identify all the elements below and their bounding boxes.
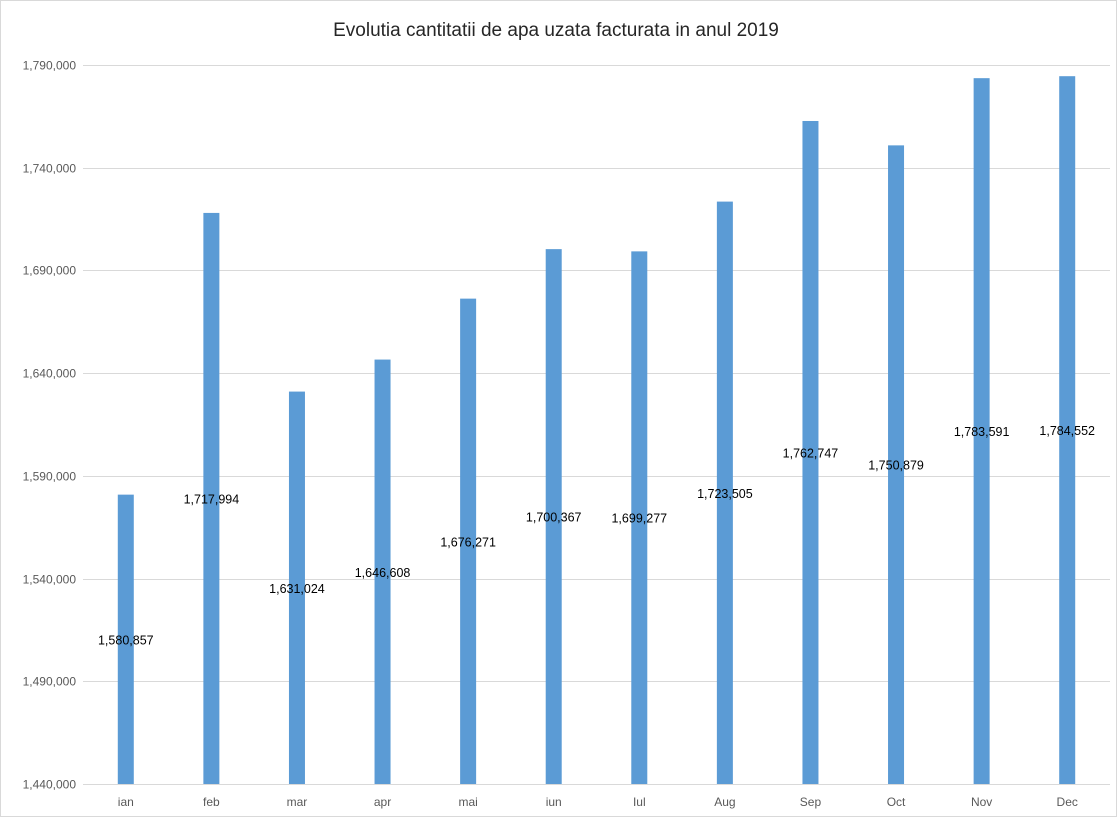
x-tick-label: Dec <box>1057 795 1078 809</box>
x-tick-label: feb <box>203 795 220 809</box>
x-tick-label: ian <box>118 795 134 809</box>
y-tick-label: 1,540,000 <box>23 573 77 587</box>
bar-iun <box>545 249 562 785</box>
data-label: 1,783,591 <box>954 425 1010 439</box>
x-axis-tick-labels: ian feb mar apr mai iun Iul Aug Sep Oct Nov Dec <box>118 795 1078 809</box>
bar-iul <box>631 251 648 784</box>
data-label: 1,631,024 <box>269 582 325 596</box>
x-tick-label: Nov <box>971 795 992 809</box>
bar-aug <box>716 201 733 784</box>
data-label: 1,784,552 <box>1039 424 1095 438</box>
bar-mai <box>460 298 477 784</box>
y-tick-label: 1,440,000 <box>23 778 77 792</box>
data-label: 1,700,367 <box>526 511 582 525</box>
data-label: 1,646,608 <box>355 566 411 580</box>
y-tick-label: 1,490,000 <box>23 675 77 689</box>
bar-ian <box>117 494 134 784</box>
chart-title: Evolutia cantitatii de apa uzata factura… <box>333 20 779 41</box>
data-labels: 1,580,857 1,717,994 1,631,024 1,646,608 1,67… <box>98 424 1095 647</box>
bar-mar <box>288 391 305 784</box>
y-tick-label: 1,640,000 <box>23 367 77 381</box>
gridlines <box>83 65 1110 785</box>
x-tick-label: Iul <box>633 795 646 809</box>
y-tick-label: 1,740,000 <box>23 162 77 176</box>
x-tick-label: iun <box>546 795 562 809</box>
data-label: 1,699,277 <box>611 512 667 526</box>
bar-oct <box>888 145 905 784</box>
bar-feb <box>203 212 220 784</box>
data-label: 1,750,879 <box>868 459 924 473</box>
data-label: 1,762,747 <box>783 446 839 460</box>
bar-nov <box>973 78 990 785</box>
y-axis-tick-labels: 1,440,000 1,490,000 1,540,000 1,590,000 1,64… <box>23 59 77 792</box>
x-tick-label: apr <box>374 795 391 809</box>
data-label: 1,723,505 <box>697 487 753 501</box>
x-tick-label: mai <box>458 795 477 809</box>
data-label: 1,580,857 <box>98 633 154 647</box>
x-tick-label: Oct <box>887 795 906 809</box>
data-label: 1,717,994 <box>184 492 240 506</box>
x-tick-label: mar <box>287 795 308 809</box>
y-tick-label: 1,790,000 <box>23 59 77 73</box>
data-label: 1,676,271 <box>440 535 496 549</box>
y-tick-label: 1,590,000 <box>23 470 77 484</box>
x-tick-label: Aug <box>714 795 735 809</box>
bar-apr <box>374 359 391 784</box>
bar-dec <box>1059 76 1076 784</box>
bars <box>117 76 1076 785</box>
bar-sep <box>802 120 819 784</box>
y-tick-label: 1,690,000 <box>23 264 77 278</box>
x-tick-label: Sep <box>800 795 822 809</box>
